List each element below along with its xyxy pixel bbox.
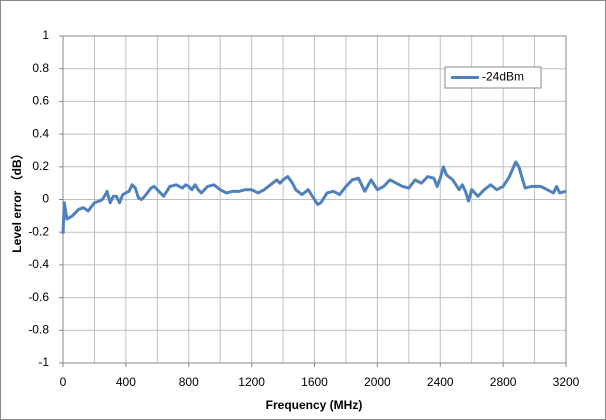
legend-label: -24dBm: [482, 70, 524, 84]
y-tick-label: 0.4: [32, 126, 49, 140]
y-tick-label: -0.4: [28, 257, 49, 271]
x-tick-label: 400: [116, 375, 136, 389]
x-tick-label: 2000: [364, 375, 391, 389]
x-tick-label: 2400: [427, 375, 454, 389]
plot-border: [62, 35, 567, 364]
y-tick-label: 0.6: [32, 94, 49, 108]
y-tick-label: 0: [42, 192, 49, 206]
x-axis-label: Frequency (MHz): [266, 398, 363, 412]
y-tick-label: 0.8: [32, 61, 49, 75]
y-axis-label: Level error （dB）: [9, 147, 24, 252]
y-tick-label: -0.2: [28, 224, 49, 238]
y-tick-label: -0.8: [28, 322, 49, 336]
y-tick-label: 0.2: [32, 159, 49, 173]
x-tick-label: 800: [179, 375, 199, 389]
x-tick-label: 1200: [238, 375, 265, 389]
line-series: [61, 160, 567, 234]
x-tick-label: 3200: [553, 375, 580, 389]
x-tick-label: 2800: [490, 375, 517, 389]
x-tick-label: 0: [60, 375, 67, 389]
legend-box: [444, 66, 542, 89]
y-tick-label: -0.6: [28, 290, 49, 304]
y-tick-label: -1: [38, 355, 49, 369]
x-tick-label: 1600: [301, 375, 328, 389]
y-tick-label: 1: [42, 28, 49, 42]
